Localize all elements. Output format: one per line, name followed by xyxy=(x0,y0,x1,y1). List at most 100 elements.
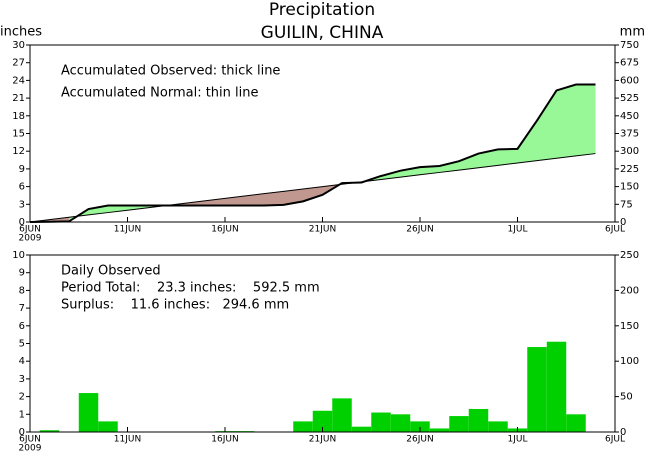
difference-fill xyxy=(186,200,206,206)
year-label: 2009 xyxy=(19,444,42,454)
y2-tick-label: 100 xyxy=(620,356,639,367)
x-tick-label: 26JUN xyxy=(406,435,433,445)
bar xyxy=(312,410,333,432)
y2-tick-label: 50 xyxy=(620,392,633,403)
bar xyxy=(293,421,313,432)
x-tick-label: 16JUN xyxy=(211,225,238,235)
y-tick-label: 1 xyxy=(19,409,25,420)
series-line xyxy=(29,153,596,223)
y2-tick-label: 375 xyxy=(620,129,639,140)
difference-fill xyxy=(517,120,537,163)
y-axis-label: inches xyxy=(0,25,42,40)
y-tick-label: 9 xyxy=(19,164,25,175)
y-tick-label: 6 xyxy=(19,182,25,193)
bar xyxy=(351,426,372,432)
difference-fill xyxy=(498,148,518,166)
y-tick-label: 8 xyxy=(19,285,25,296)
y-tick-label: 9 xyxy=(19,268,25,279)
y-tick-label: 24 xyxy=(12,75,25,86)
x-tick-label: 11JUN xyxy=(114,435,141,445)
difference-fill xyxy=(556,84,576,159)
x-tick-label: 11JUN xyxy=(114,225,141,235)
annotation: Accumulated Normal: thin line xyxy=(61,86,259,101)
y-tick-label: 3 xyxy=(19,199,25,210)
x-tick-label: 6JUN xyxy=(19,225,41,235)
y2-tick-label: 600 xyxy=(620,75,639,86)
x-tick-label: 26JUN xyxy=(406,225,433,235)
x-tick-label: 6JUL xyxy=(605,225,625,235)
y-tick-label: 5 xyxy=(19,339,25,350)
annotation: Surplus: 11.6 inches: 294.6 mm xyxy=(61,298,289,313)
y2-tick-label: 0 xyxy=(620,427,626,438)
difference-fill xyxy=(537,90,557,161)
year-label: 2009 xyxy=(19,234,42,244)
y2-tick-label: 75 xyxy=(620,199,633,210)
y-tick-label: 18 xyxy=(12,111,25,122)
difference-fill xyxy=(283,188,303,205)
y-tick-label: 21 xyxy=(12,93,25,104)
annotation: Accumulated Observed: thick line xyxy=(61,64,280,79)
difference-fill xyxy=(225,196,245,206)
y-tick-label: 4 xyxy=(19,356,25,367)
bar xyxy=(39,430,60,432)
y-tick-label: 0 xyxy=(19,217,25,228)
series-line xyxy=(29,83,596,223)
y-tick-label: 0 xyxy=(19,427,25,438)
x-tick-label: 1JUL xyxy=(508,225,528,235)
y2-tick-label: 150 xyxy=(620,321,639,332)
y-tick-label: 27 xyxy=(12,58,25,69)
y-tick-label: 30 xyxy=(12,40,25,51)
y2-tick-label: 300 xyxy=(620,146,639,157)
y2-tick-label: 525 xyxy=(620,93,639,104)
y-tick-label: 6 xyxy=(19,321,25,332)
y2-tick-label: 250 xyxy=(620,250,639,261)
annotation: Period Total: 23.3 inches: 592.5 mm xyxy=(61,281,320,296)
y2-tick-label: 150 xyxy=(620,182,639,193)
x-tick-label: 21JUN xyxy=(309,225,336,235)
x-tick-label: 6JUL xyxy=(605,435,625,445)
bar xyxy=(468,408,489,432)
difference-fill xyxy=(400,167,420,178)
bar xyxy=(546,341,567,432)
x-tick-label: 6JUN xyxy=(19,435,41,445)
y2-tick-label: 200 xyxy=(620,285,639,296)
y2-axis-label: mm xyxy=(620,25,645,40)
bar xyxy=(78,393,99,432)
difference-fill xyxy=(244,193,264,206)
y-tick-label: 3 xyxy=(19,374,25,385)
difference-fill xyxy=(264,191,284,206)
y2-tick-label: 450 xyxy=(620,111,639,122)
bar xyxy=(429,428,450,432)
bar xyxy=(410,421,430,432)
bar xyxy=(488,421,508,432)
difference-fill xyxy=(459,153,479,171)
y2-tick-label: 750 xyxy=(620,40,639,51)
difference-fill xyxy=(88,205,108,215)
annotation: Daily Observed xyxy=(61,264,161,279)
x-tick-label: 16JUN xyxy=(211,435,238,445)
bar xyxy=(332,398,352,432)
y-tick-label: 15 xyxy=(12,129,25,140)
chart-subtitle: GUILIN, CHINA xyxy=(261,23,384,43)
difference-fill xyxy=(576,84,596,156)
bar xyxy=(98,421,118,432)
bar xyxy=(449,416,469,432)
x-tick-label: 21JUN xyxy=(309,435,336,445)
y2-tick-label: 225 xyxy=(620,164,639,175)
bar xyxy=(566,414,586,432)
difference-fill xyxy=(478,149,498,168)
y-tick-label: 12 xyxy=(12,146,25,157)
y2-tick-label: 675 xyxy=(620,58,639,69)
chart-title: Precipitation xyxy=(269,0,375,20)
y-tick-label: 10 xyxy=(12,250,25,261)
y-tick-label: 2 xyxy=(19,392,25,403)
difference-fill xyxy=(303,186,323,202)
y2-tick-label: 0 xyxy=(620,217,626,228)
x-tick-label: 1JUL xyxy=(508,435,528,445)
y-tick-label: 7 xyxy=(19,303,25,314)
bar xyxy=(390,414,411,432)
bar xyxy=(371,412,391,432)
bar xyxy=(527,347,547,432)
difference-fill xyxy=(127,205,147,211)
